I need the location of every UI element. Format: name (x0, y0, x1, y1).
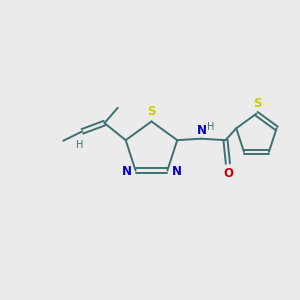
Text: N: N (172, 164, 182, 178)
Text: O: O (223, 167, 233, 180)
Text: N: N (122, 164, 131, 178)
Text: H: H (207, 122, 214, 132)
Text: N: N (196, 124, 206, 137)
Text: S: S (254, 97, 262, 110)
Text: S: S (147, 105, 156, 118)
Text: H: H (76, 140, 84, 150)
